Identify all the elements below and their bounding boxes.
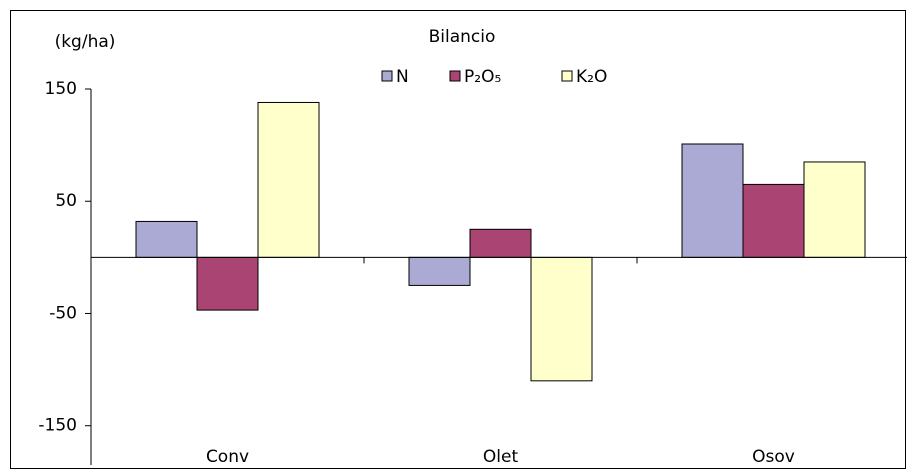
- x-tick-label: Conv: [206, 447, 249, 467]
- bar: [196, 256, 259, 311]
- legend-label: N: [396, 67, 409, 87]
- legend-swatch: [449, 70, 461, 82]
- y-tick-label: -150: [38, 416, 77, 436]
- x-tick-label: Osov: [752, 447, 795, 467]
- y-tick-label: 150: [45, 79, 77, 99]
- x-tick-label: Olet: [483, 447, 519, 467]
- y-tick-label: -50: [49, 303, 77, 323]
- y-tick-label: 50: [55, 191, 77, 211]
- legend-swatch: [381, 70, 393, 82]
- bar: [408, 256, 471, 286]
- bar: [257, 101, 320, 258]
- legend-label: P₂O₅: [464, 67, 501, 87]
- bar: [803, 161, 866, 258]
- y-axis-label: (kg/ha): [55, 32, 116, 52]
- bar: [469, 228, 532, 258]
- bar: [135, 220, 198, 258]
- bar: [530, 256, 593, 382]
- legend-swatch: [561, 70, 573, 82]
- bar: [742, 183, 805, 258]
- chart-title: Bilancio: [429, 27, 496, 47]
- legend-label: K₂O: [576, 67, 607, 87]
- bar: [681, 143, 744, 258]
